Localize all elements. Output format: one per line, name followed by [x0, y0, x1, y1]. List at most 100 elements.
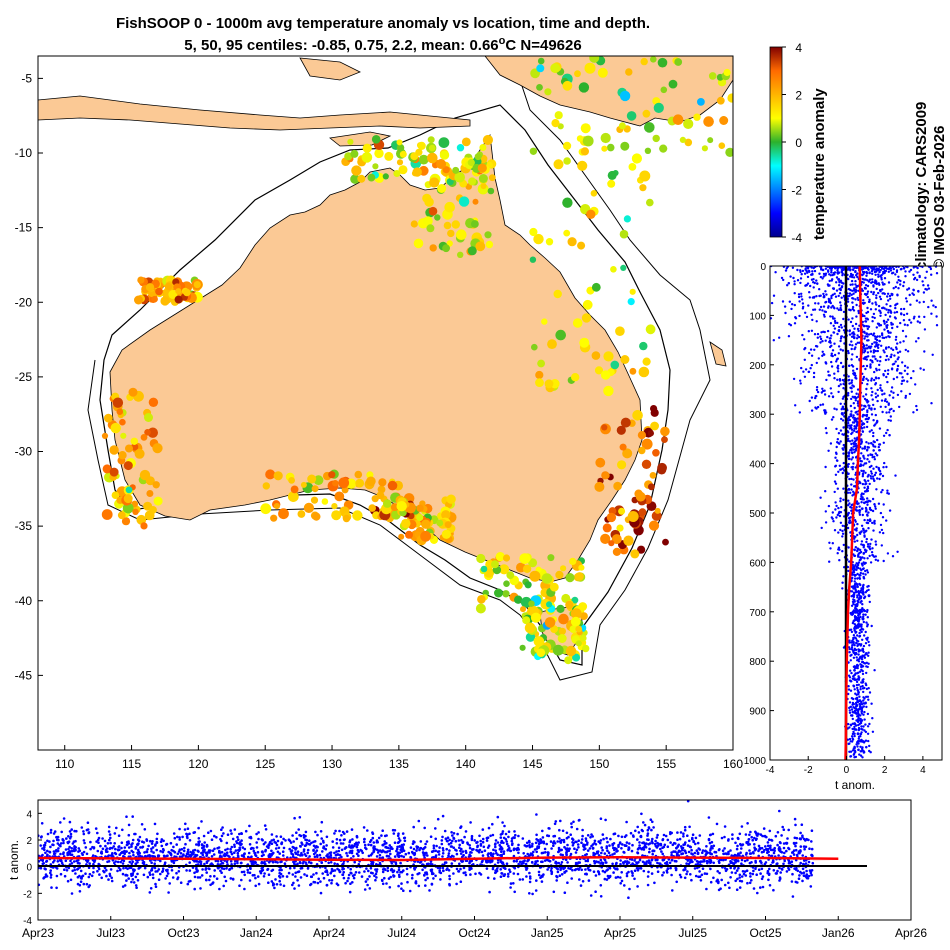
profile-point	[809, 284, 812, 288]
profile-point	[851, 416, 855, 419]
profile-point	[878, 270, 881, 274]
profile-point	[866, 458, 869, 461]
ts-point	[620, 871, 623, 874]
profile-point	[842, 317, 845, 321]
ts-point	[179, 881, 183, 884]
profile-point	[850, 293, 853, 296]
ts-point	[331, 840, 335, 843]
profile-point	[873, 378, 876, 382]
profile-point	[808, 291, 811, 294]
profile-point	[852, 276, 856, 279]
profile-point	[802, 370, 805, 373]
profile-point	[774, 271, 777, 274]
map-point	[288, 477, 295, 484]
ts-point	[509, 886, 512, 889]
profile-point	[838, 514, 842, 518]
map-point	[378, 478, 387, 487]
profile-point	[866, 725, 870, 728]
profile-point	[901, 376, 904, 379]
profile-point	[877, 322, 881, 326]
profile-point	[879, 405, 882, 408]
profile-point	[878, 289, 882, 292]
ts-point	[151, 876, 155, 880]
ts-point	[360, 875, 364, 878]
map-point	[454, 172, 466, 183]
ts-point	[400, 882, 403, 885]
ts-point	[121, 885, 125, 888]
ts-point	[483, 849, 487, 852]
profile-point	[823, 393, 827, 396]
ts-point	[105, 874, 108, 878]
profile-point	[782, 278, 785, 282]
ts-point	[91, 854, 95, 857]
profile-point	[856, 275, 859, 279]
profile-point	[918, 301, 921, 304]
map-point	[620, 264, 627, 271]
ts-point	[535, 813, 538, 816]
profile-point	[877, 304, 881, 308]
ts-point	[282, 884, 286, 888]
map-point	[352, 510, 363, 521]
map-point	[619, 443, 627, 451]
map-point	[109, 445, 119, 455]
profile-point	[836, 441, 839, 444]
profile-point	[797, 293, 801, 296]
profile-point	[866, 379, 870, 382]
profile-point	[866, 383, 869, 386]
profile-point	[859, 481, 862, 485]
ts-point	[733, 859, 737, 862]
profile-point	[853, 625, 857, 629]
profile-point	[912, 370, 915, 373]
profile-point	[909, 303, 912, 306]
profile-xtick-label: 0	[844, 765, 850, 776]
profile-point	[854, 637, 858, 640]
map-point	[660, 86, 668, 94]
profile-point	[766, 350, 768, 352]
ts-point	[92, 866, 95, 870]
map-point	[354, 470, 363, 479]
ts-point	[768, 867, 771, 871]
ts-point	[109, 841, 112, 845]
profile-point	[854, 343, 858, 346]
profile-point	[853, 669, 856, 672]
ts-point	[310, 841, 313, 845]
map-point	[594, 366, 604, 375]
profile-point	[813, 333, 817, 336]
profile-point	[858, 457, 862, 460]
profile-point	[857, 739, 860, 743]
ts-point	[738, 876, 741, 879]
map-point	[467, 158, 475, 167]
profile-point	[863, 490, 867, 493]
profile-point	[946, 370, 948, 372]
profile-point	[821, 389, 825, 393]
map-point	[626, 111, 637, 121]
profile-point	[862, 751, 865, 754]
ts-point	[679, 831, 683, 834]
ts-point	[570, 822, 573, 825]
profile-point	[902, 319, 906, 322]
profile-point	[917, 315, 921, 318]
ts-point	[199, 887, 202, 890]
profile-point	[822, 292, 825, 296]
ts-point	[89, 840, 92, 844]
ts-point	[389, 875, 393, 879]
profile-point	[837, 506, 840, 510]
profile-point	[852, 268, 855, 272]
ts-point	[213, 834, 216, 838]
profile-point	[860, 731, 863, 734]
map-point	[575, 572, 584, 581]
profile-point	[885, 336, 888, 339]
profile-point	[874, 382, 878, 385]
profile-point	[846, 300, 850, 303]
profile-point	[863, 662, 866, 665]
ts-point	[669, 866, 672, 870]
ts-point	[532, 850, 535, 854]
profile-point	[850, 442, 853, 446]
profile-point	[828, 541, 831, 544]
profile-point	[865, 387, 868, 391]
profile-point	[862, 576, 865, 580]
ts-point	[576, 843, 580, 846]
profile-point	[824, 310, 828, 314]
map-point	[524, 581, 532, 589]
ts-point	[778, 879, 781, 882]
